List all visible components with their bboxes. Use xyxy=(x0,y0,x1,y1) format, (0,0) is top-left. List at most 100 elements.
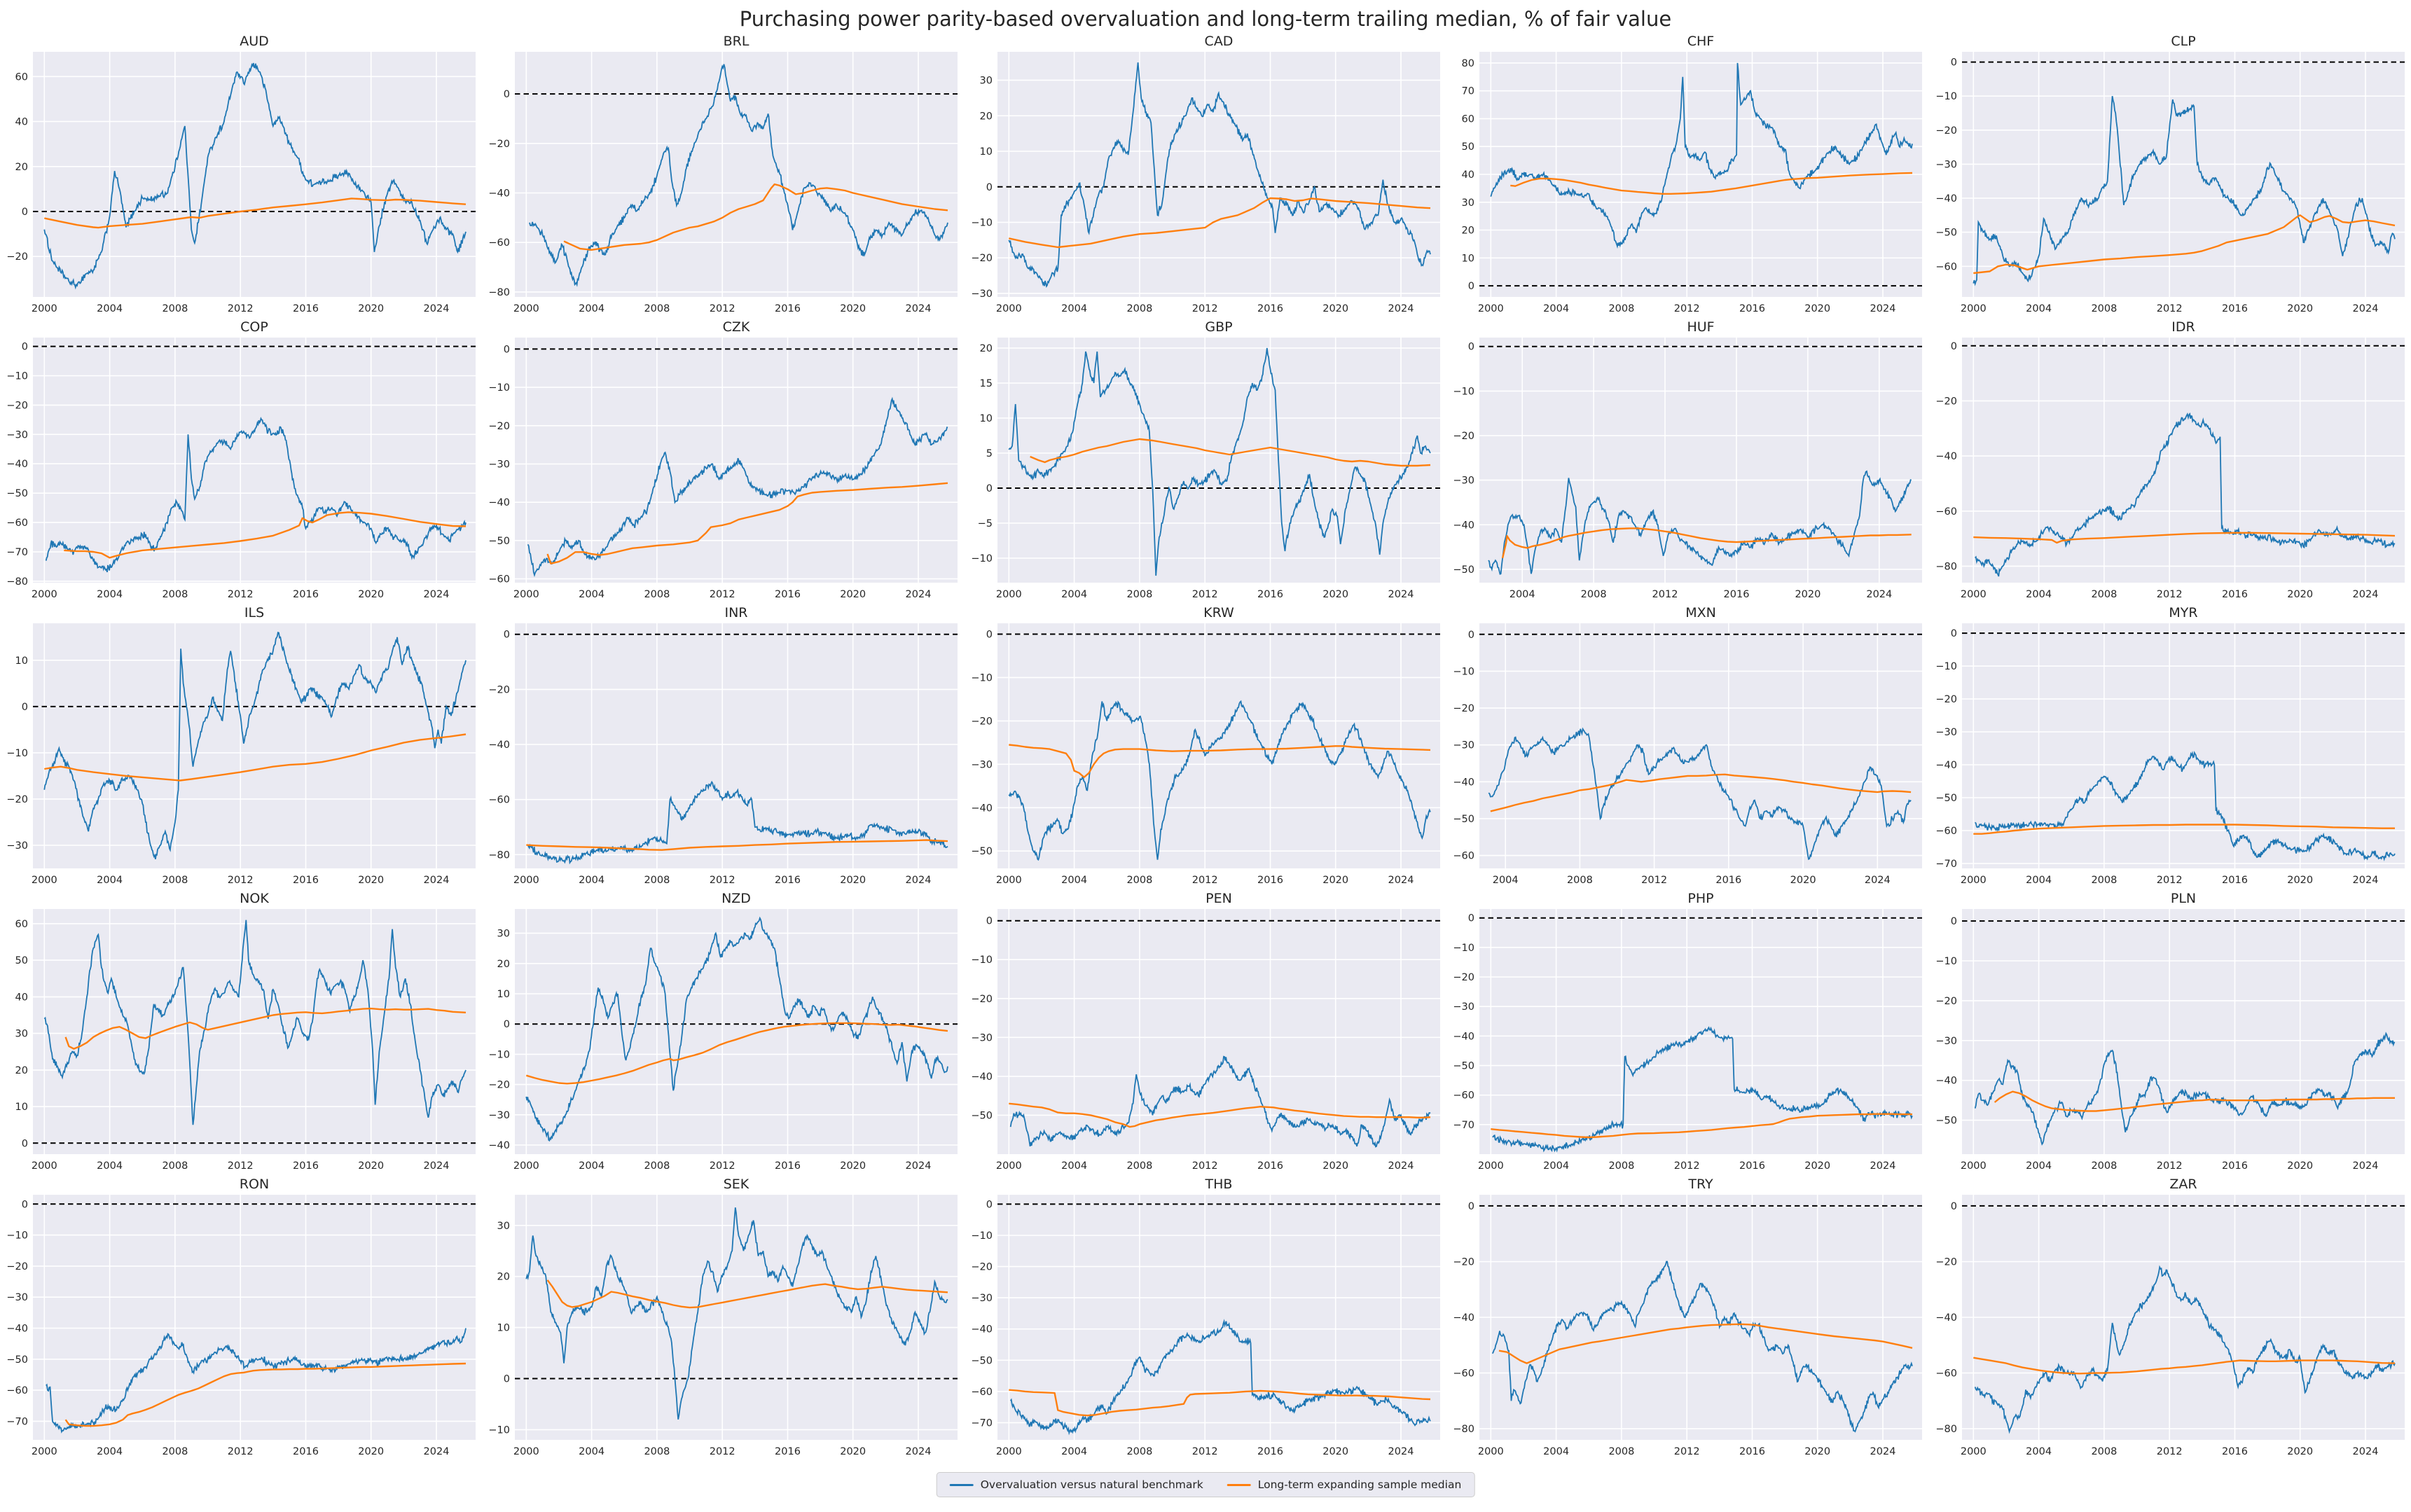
svg-text:2024: 2024 xyxy=(1867,589,1893,600)
svg-text:0: 0 xyxy=(22,702,28,713)
legend-label-overvaluation: Overvaluation versus natural benchmark xyxy=(980,1478,1203,1491)
subplot-AUD: 2000 2004 2008 2012 2016 2020 2024 60 40 20 0 −20 AU… xyxy=(0,34,482,319)
svg-text:−40: −40 xyxy=(1935,1076,1957,1087)
svg-text:−50: −50 xyxy=(1453,814,1475,825)
svg-text:−30: −30 xyxy=(971,1293,993,1304)
svg-text:2004: 2004 xyxy=(579,303,605,314)
svg-text:2020: 2020 xyxy=(358,1160,384,1172)
svg-text:2012: 2012 xyxy=(228,1446,254,1457)
svg-text:10: 10 xyxy=(497,989,510,1000)
svg-text:−60: −60 xyxy=(489,574,511,585)
svg-text:−70: −70 xyxy=(971,1418,993,1429)
svg-text:−80: −80 xyxy=(6,576,28,588)
svg-text:20: 20 xyxy=(15,162,28,173)
svg-text:2020: 2020 xyxy=(2287,589,2313,600)
subplot-PHP: 2000 2004 2008 2012 2016 2020 2024 0 −10 −20 −30 −4… xyxy=(1446,891,1928,1177)
subplot-IDR: 2000 2004 2008 2012 2016 2020 2024 0 −20 −40 −60 −8… xyxy=(1929,319,2411,605)
svg-text:10: 10 xyxy=(497,1323,510,1334)
svg-text:2024: 2024 xyxy=(906,1446,932,1457)
svg-text:2020: 2020 xyxy=(1804,1446,1830,1457)
svg-text:2000: 2000 xyxy=(1960,875,1986,886)
svg-text:−40: −40 xyxy=(1453,777,1475,788)
svg-text:2004: 2004 xyxy=(1543,1160,1569,1172)
svg-text:−20: −20 xyxy=(971,1262,993,1273)
chart-ZAR: 2000 2004 2008 2012 2016 2020 2024 0 −20 −40 −60 −8… xyxy=(1935,1177,2405,1457)
svg-text:2012: 2012 xyxy=(710,1446,735,1457)
svg-text:−30: −30 xyxy=(1935,159,1957,170)
svg-text:−20: −20 xyxy=(971,994,993,1005)
svg-text:2012: 2012 xyxy=(228,875,254,886)
svg-text:−50: −50 xyxy=(6,1354,28,1366)
svg-text:−10: −10 xyxy=(489,382,511,394)
svg-text:2000: 2000 xyxy=(1960,1160,1986,1172)
svg-text:−70: −70 xyxy=(6,1416,28,1427)
svg-text:2020: 2020 xyxy=(358,303,384,314)
chart-BRL: 2000 2004 2008 2012 2016 2020 2024 0 −20 −40 −60 −8… xyxy=(489,34,958,314)
svg-text:−10: −10 xyxy=(6,748,28,759)
subplot-COP: 2000 2004 2008 2012 2016 2020 2024 0 −10 −20 −30 −4… xyxy=(0,319,482,605)
svg-text:−80: −80 xyxy=(1935,561,1957,572)
svg-text:MYR: MYR xyxy=(2169,605,2197,620)
svg-text:2000: 2000 xyxy=(996,589,1022,600)
svg-text:0: 0 xyxy=(986,182,993,193)
svg-text:2016: 2016 xyxy=(1716,875,1742,886)
svg-text:2000: 2000 xyxy=(32,875,57,886)
chart-IDR: 2000 2004 2008 2012 2016 2020 2024 0 −20 −40 −60 −8… xyxy=(1935,319,2405,600)
subplot-NOK: 2000 2004 2008 2012 2016 2020 2024 60 50 40 30 20 10… xyxy=(0,891,482,1177)
svg-text:−10: −10 xyxy=(971,553,993,564)
svg-text:0: 0 xyxy=(504,1019,510,1030)
svg-text:2008: 2008 xyxy=(162,875,188,886)
svg-text:30: 30 xyxy=(1462,197,1474,209)
svg-text:−10: −10 xyxy=(6,1230,28,1242)
svg-text:2004: 2004 xyxy=(1510,589,1535,600)
svg-text:−40: −40 xyxy=(489,1140,511,1151)
svg-text:−60: −60 xyxy=(1453,1368,1475,1380)
svg-text:0: 0 xyxy=(504,630,510,641)
svg-text:−40: −40 xyxy=(971,1071,993,1083)
svg-text:2008: 2008 xyxy=(162,589,188,600)
svg-text:−50: −50 xyxy=(971,846,993,857)
svg-text:2024: 2024 xyxy=(1870,303,1896,314)
svg-text:−10: −10 xyxy=(1935,956,1957,967)
svg-text:2008: 2008 xyxy=(1126,303,1152,314)
svg-text:−20: −20 xyxy=(489,139,511,150)
svg-text:2024: 2024 xyxy=(1388,589,1414,600)
svg-text:−10: −10 xyxy=(489,1424,511,1436)
svg-text:−50: −50 xyxy=(1935,228,1957,239)
svg-text:2000: 2000 xyxy=(513,875,539,886)
svg-text:40: 40 xyxy=(15,117,28,128)
svg-text:−20: −20 xyxy=(1453,703,1475,714)
svg-text:2004: 2004 xyxy=(579,1446,605,1457)
svg-text:2008: 2008 xyxy=(1126,1446,1152,1457)
svg-text:−20: −20 xyxy=(1935,996,1957,1007)
svg-text:−50: −50 xyxy=(1453,564,1475,576)
svg-text:2004: 2004 xyxy=(2026,1446,2052,1457)
svg-text:0: 0 xyxy=(986,483,993,494)
svg-text:0: 0 xyxy=(504,89,510,100)
svg-text:PLN: PLN xyxy=(2170,891,2195,906)
svg-text:2008: 2008 xyxy=(2091,1446,2117,1457)
svg-text:−20: −20 xyxy=(6,794,28,805)
svg-text:−30: −30 xyxy=(1453,476,1475,487)
svg-text:2016: 2016 xyxy=(293,875,319,886)
svg-text:60: 60 xyxy=(15,919,28,930)
chart-MYR: 2000 2004 2008 2012 2016 2020 2024 0 −10 −20 −30 −4… xyxy=(1935,605,2405,886)
svg-text:2012: 2012 xyxy=(2156,589,2182,600)
svg-text:−10: −10 xyxy=(6,371,28,382)
svg-text:2024: 2024 xyxy=(1865,875,1891,886)
svg-text:−10: −10 xyxy=(971,1230,993,1242)
svg-text:2012: 2012 xyxy=(2156,1160,2182,1172)
svg-text:−80: −80 xyxy=(489,849,511,861)
svg-text:GBP: GBP xyxy=(1205,319,1232,335)
subplot-MXN: 2004 2008 2012 2016 2020 2024 0 −10 −20 −30 −40 −50… xyxy=(1446,605,1928,891)
svg-text:NOK: NOK xyxy=(240,891,269,906)
svg-text:IDR: IDR xyxy=(2171,319,2195,335)
svg-text:2012: 2012 xyxy=(2156,1446,2182,1457)
svg-text:−30: −30 xyxy=(1453,1001,1475,1013)
svg-text:2000: 2000 xyxy=(1478,303,1504,314)
svg-text:2008: 2008 xyxy=(1126,1160,1152,1172)
svg-text:2004: 2004 xyxy=(97,1160,123,1172)
svg-text:2016: 2016 xyxy=(775,1446,801,1457)
svg-text:2020: 2020 xyxy=(1322,1446,1348,1457)
svg-text:2012: 2012 xyxy=(1652,589,1678,600)
